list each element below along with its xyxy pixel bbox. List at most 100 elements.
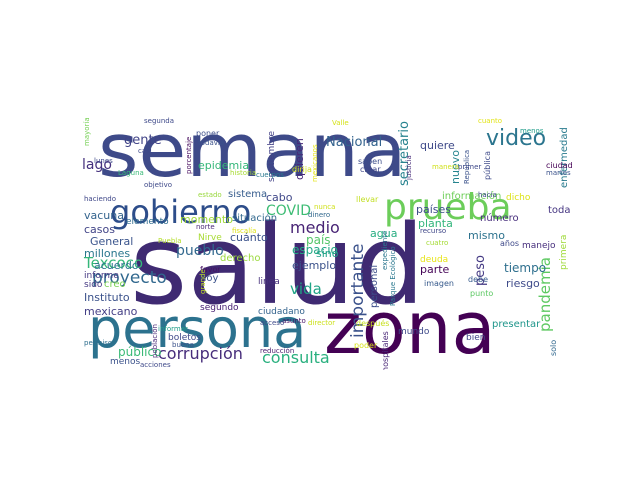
word-reduccion: reducción (260, 347, 295, 355)
word-acceso: acceso (260, 319, 285, 327)
word-martes: martes (546, 169, 571, 177)
word-persona: persona (88, 297, 307, 360)
word-cuanto: cuánto (230, 231, 268, 244)
word-grande: grande (199, 269, 207, 294)
word-historia: historia (230, 169, 257, 177)
word-llevar: llevar (356, 195, 379, 204)
word-vida: vida (290, 280, 322, 298)
word-planta: planta (418, 217, 453, 230)
word-mexicano: mexicano (84, 305, 138, 318)
word-casos: casos (84, 223, 115, 236)
word-valle: Valle (332, 119, 349, 127)
word-favor: favor (200, 265, 221, 274)
word-mundo: mundo (398, 327, 430, 337)
word-poder: poder (354, 341, 378, 350)
word-expediente: expediente (381, 230, 389, 270)
word-linea: linea (258, 277, 280, 287)
word-millones: millones (84, 247, 131, 260)
word-creo: creo (104, 279, 126, 290)
word-poblacion: población (151, 324, 159, 358)
word-casi: casi (138, 147, 152, 155)
word-informar: informar (158, 325, 188, 333)
word-toda: toda (548, 205, 571, 216)
word-mexicanos: mexicanos (311, 144, 319, 182)
word-despues: después (356, 319, 390, 328)
word-general: General (90, 235, 134, 248)
word-mayoria: mayoría (83, 117, 91, 146)
word-medio: medio (290, 218, 340, 237)
word-director: director (308, 319, 336, 327)
word-sido: sido (84, 280, 103, 290)
word-segundo: segundo (200, 303, 239, 313)
word-cuanto-2: cuanto (478, 117, 503, 125)
word-haciendo: haciendo (84, 195, 116, 203)
word-espacio: espacio (292, 243, 338, 257)
word-zona: zona (324, 286, 496, 370)
word-puebla: Puebla (158, 237, 182, 245)
word-momento: momento (180, 213, 233, 226)
word-ciudad: ciudad (546, 161, 573, 170)
word-elemento: elemento (126, 217, 169, 227)
word-enfermedad: enfermedad (559, 127, 570, 188)
word-nacional: Nacional (326, 135, 383, 150)
word-gente: gente (124, 133, 162, 148)
word-corrupcion: corrupción (158, 344, 243, 363)
word-sino: sino (316, 247, 339, 260)
word-derecho: derecho (220, 253, 261, 264)
word-riesgo: riesgo (506, 277, 540, 290)
word-acciones: acciones (140, 361, 171, 369)
word-publica: pública (483, 151, 492, 180)
word-numero: número (480, 213, 519, 224)
word-debe: debe (468, 275, 488, 284)
word-parque-ecologico: Parque Ecológico (389, 246, 397, 306)
word-lunes: lunes (94, 157, 113, 165)
word-permiso: permiso (84, 339, 113, 347)
word-ciudadano: ciudadano (258, 307, 305, 317)
word-segunda: segunda (144, 117, 175, 125)
word-deuda: deuda (420, 255, 449, 265)
word-sistema: sistema (228, 189, 268, 200)
word-manera: manera (432, 163, 460, 171)
word-ejemplo: ejemplo (292, 259, 337, 272)
word-texcoco: Texcoco (84, 254, 144, 272)
word-norte: norte (196, 223, 215, 231)
word-informe: informe (84, 271, 119, 281)
word-menos-2: menos (520, 127, 544, 135)
word-dicho: dicho (506, 193, 531, 203)
word-bien: bien (466, 333, 486, 343)
word-nunca: nunca (314, 203, 336, 211)
word-hacia: hacia (478, 191, 497, 199)
word-situacion: situación (232, 213, 278, 224)
word-cuerpos: cuerpos (256, 171, 284, 179)
word-estado: estado (198, 191, 222, 199)
word-laguna: Laguna (118, 169, 144, 177)
word-pais: país (306, 233, 331, 247)
word-crear: crear (360, 165, 381, 174)
word-asunto: asunto (282, 317, 306, 325)
word-poner: poner (196, 129, 220, 138)
word-publico: público (118, 345, 162, 359)
word-video: video (486, 126, 547, 151)
word-nirve: Nirve (198, 233, 222, 243)
word-recurso: recurso (420, 227, 447, 235)
word-agua: agua (370, 227, 398, 240)
word-imagen: imagen (424, 279, 454, 288)
word-semana: semana (98, 110, 407, 194)
word-dirija: dirija (292, 165, 312, 174)
word-saben: saben (358, 157, 383, 166)
word-consulta: consulta (262, 348, 330, 367)
word-parte: parte (420, 263, 450, 276)
word-dinero: dinero (308, 211, 331, 219)
word-covid: COVID (266, 203, 312, 219)
word-anos: años (500, 239, 520, 248)
word-primer: primer (458, 163, 482, 171)
word-buena: buena (172, 341, 194, 349)
word-justicia: justicia (405, 155, 413, 180)
word-cabo: cabo (266, 191, 293, 204)
word-cloud: semana salud persona zona gobierno prueb… (80, 110, 580, 370)
word-primera: primera (559, 234, 569, 270)
word-fiscalia: fiscalía (232, 227, 257, 235)
word-prueba: prueba (384, 187, 512, 228)
word-objetivo: objetivo (144, 181, 173, 189)
word-presentar: presentar (492, 319, 541, 330)
